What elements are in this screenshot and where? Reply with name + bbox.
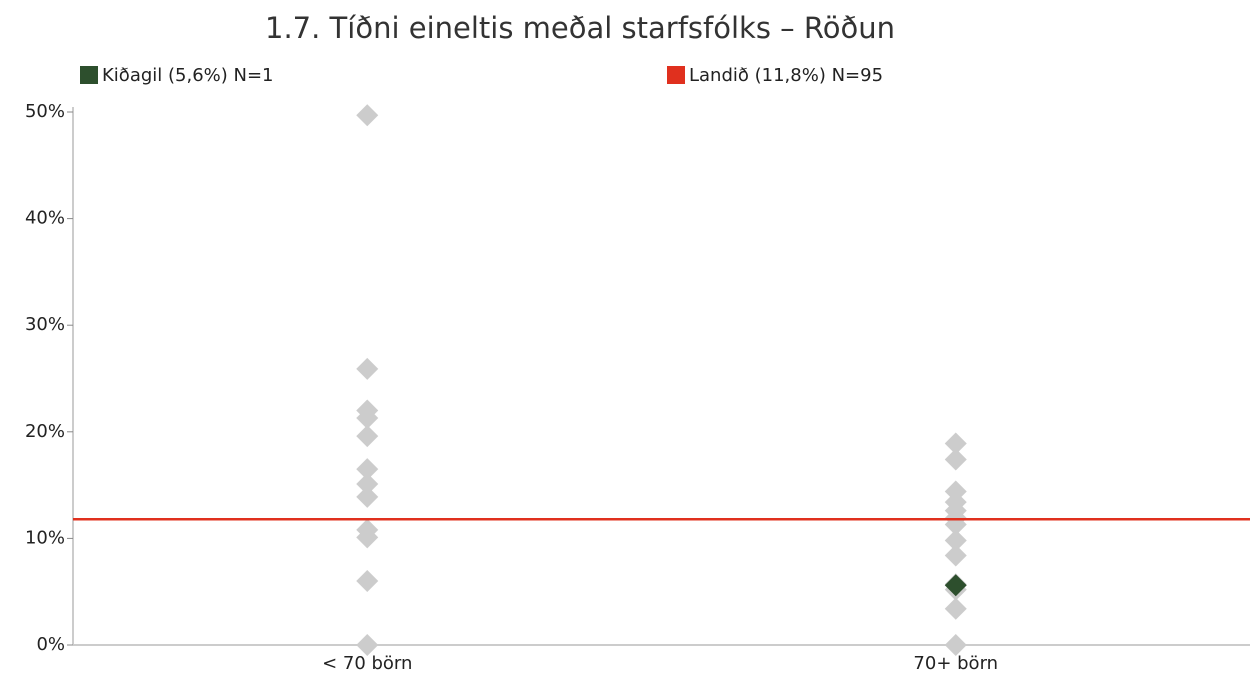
- y-tick-label: 0%: [36, 634, 65, 655]
- legend-label: Landið (11,8%) N=95: [689, 65, 883, 86]
- point: [356, 570, 379, 593]
- legend-swatch: [80, 66, 98, 84]
- point: [356, 104, 379, 127]
- y-tick-label: 20%: [25, 421, 65, 442]
- legend-swatch: [667, 66, 685, 84]
- chart-title: 1.7. Tíðni eineltis meðal starfsfólks – …: [265, 11, 895, 45]
- point: [356, 526, 379, 549]
- y-tick-label: 10%: [25, 527, 65, 548]
- y-tick-label: 30%: [25, 314, 65, 335]
- point: [944, 529, 967, 552]
- point: [944, 597, 967, 620]
- point: [356, 406, 379, 429]
- point: [944, 634, 967, 656]
- point: [356, 634, 379, 656]
- point: [356, 485, 379, 508]
- point: [356, 458, 379, 481]
- point: [944, 448, 967, 471]
- point: [356, 473, 379, 496]
- y-tick-label: 50%: [25, 101, 65, 122]
- point: [356, 357, 379, 380]
- point: [356, 425, 379, 448]
- y-tick-label: 40%: [25, 208, 65, 229]
- x-tick-label: < 70 börn: [322, 653, 412, 674]
- point: [944, 544, 967, 567]
- x-tick-label: 70+ börn: [913, 653, 998, 674]
- point: [944, 432, 967, 455]
- legend-label: Kiðagil (5,6%) N=1: [102, 65, 274, 86]
- highlight-point: [944, 574, 967, 597]
